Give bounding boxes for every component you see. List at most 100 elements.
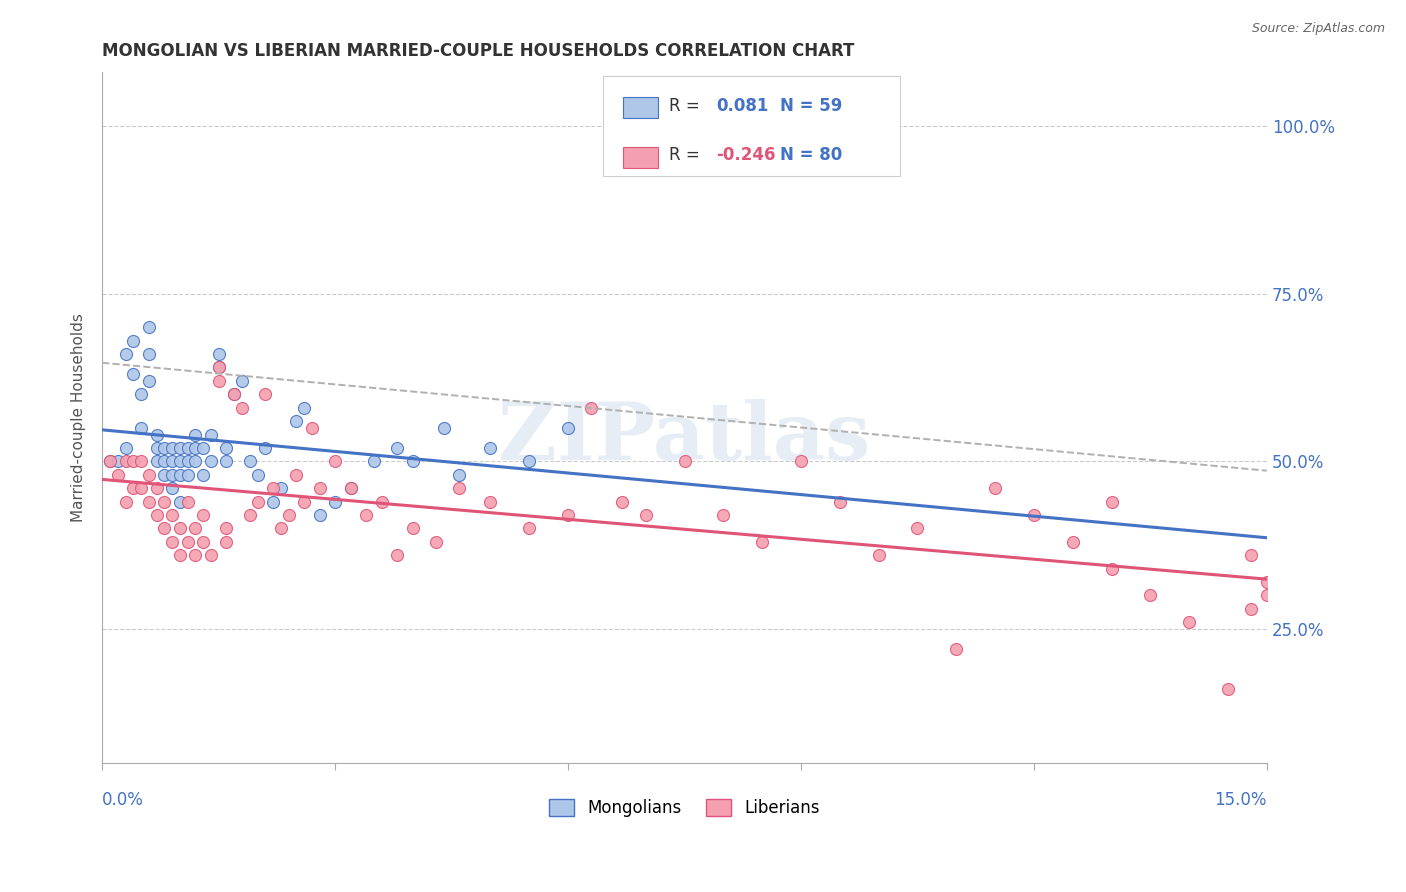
Point — [270, 521, 292, 535]
Point — [292, 401, 315, 415]
Point — [191, 508, 214, 522]
Point — [191, 534, 214, 549]
Point — [1256, 589, 1278, 603]
Point — [184, 548, 207, 562]
Point — [262, 494, 284, 508]
Point — [1348, 615, 1371, 630]
Point — [114, 454, 136, 468]
Point — [138, 347, 160, 361]
Point — [145, 427, 167, 442]
Point — [153, 454, 176, 468]
Point — [138, 320, 160, 334]
Point — [1139, 589, 1161, 603]
Text: N = 80: N = 80 — [780, 146, 842, 164]
Point — [301, 421, 323, 435]
Text: N = 59: N = 59 — [780, 96, 842, 114]
Point — [169, 441, 191, 455]
Point — [122, 334, 145, 348]
Point — [145, 481, 167, 495]
Point — [292, 494, 315, 508]
Point — [200, 427, 222, 442]
Point — [153, 521, 176, 535]
Point — [160, 454, 183, 468]
Point — [339, 481, 361, 495]
Text: 0.081: 0.081 — [716, 96, 768, 114]
Point — [1240, 548, 1263, 562]
Point — [129, 421, 152, 435]
Point — [557, 508, 579, 522]
Point — [868, 548, 890, 562]
Point — [114, 347, 136, 361]
Point — [169, 521, 191, 535]
Point — [169, 494, 191, 508]
Text: 15.0%: 15.0% — [1215, 790, 1267, 808]
Point — [425, 534, 447, 549]
Point — [984, 481, 1007, 495]
Text: -0.246: -0.246 — [716, 146, 776, 164]
Point — [169, 454, 191, 468]
Point — [176, 467, 198, 482]
Point — [160, 441, 183, 455]
Point — [169, 548, 191, 562]
Point — [208, 360, 231, 375]
Text: Source: ZipAtlas.com: Source: ZipAtlas.com — [1251, 22, 1385, 36]
Point — [224, 387, 246, 401]
Point — [160, 508, 183, 522]
Text: MONGOLIAN VS LIBERIAN MARRIED-COUPLE HOUSEHOLDS CORRELATION CHART: MONGOLIAN VS LIBERIAN MARRIED-COUPLE HOU… — [103, 42, 855, 60]
Point — [634, 508, 657, 522]
Point — [208, 347, 231, 361]
Point — [246, 467, 269, 482]
Point — [114, 494, 136, 508]
Point — [184, 454, 207, 468]
Point — [231, 374, 253, 388]
Bar — [623, 147, 658, 168]
Point — [557, 421, 579, 435]
Point — [479, 494, 502, 508]
Bar — [623, 97, 658, 118]
Text: ZIPatlas: ZIPatlas — [499, 400, 870, 477]
Point — [208, 360, 231, 375]
Point — [184, 441, 207, 455]
Point — [387, 441, 409, 455]
Point — [339, 481, 361, 495]
Point — [184, 521, 207, 535]
Point — [790, 454, 813, 468]
Point — [129, 387, 152, 401]
Point — [107, 467, 129, 482]
Point — [433, 421, 456, 435]
Point — [169, 467, 191, 482]
Point — [215, 441, 238, 455]
Point — [160, 467, 183, 482]
Point — [387, 548, 409, 562]
Point — [449, 481, 471, 495]
Point — [1256, 575, 1278, 590]
Point — [231, 401, 253, 415]
Point — [371, 494, 394, 508]
Point — [254, 387, 277, 401]
Point — [479, 441, 502, 455]
Y-axis label: Married-couple Households: Married-couple Households — [72, 313, 86, 522]
Point — [1271, 575, 1294, 590]
Point — [612, 494, 634, 508]
Point — [138, 467, 160, 482]
Point — [354, 508, 377, 522]
Point — [145, 508, 167, 522]
Point — [138, 374, 160, 388]
Point — [402, 521, 425, 535]
Point — [98, 454, 121, 468]
Point — [285, 467, 308, 482]
Point — [517, 521, 540, 535]
Point — [1101, 562, 1123, 576]
Point — [1062, 534, 1084, 549]
Point — [581, 401, 603, 415]
Point — [176, 454, 198, 468]
Point — [200, 454, 222, 468]
Point — [1022, 508, 1045, 522]
Point — [323, 494, 346, 508]
Point — [1178, 615, 1201, 630]
Point — [215, 534, 238, 549]
Point — [122, 454, 145, 468]
Point — [262, 481, 284, 495]
Point — [176, 494, 198, 508]
Point — [98, 454, 121, 468]
